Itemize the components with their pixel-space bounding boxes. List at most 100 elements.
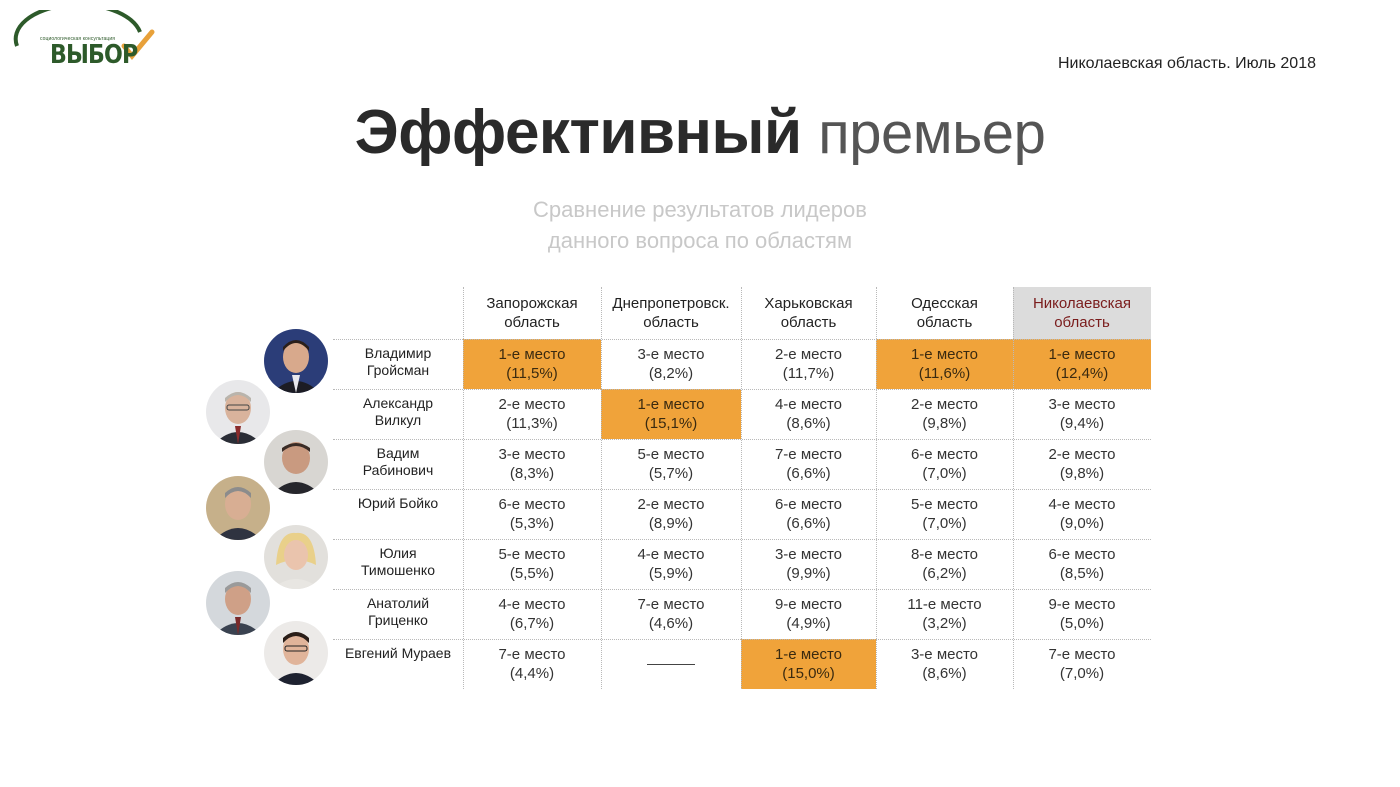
result-cell: 1-е место (15,0%) bbox=[741, 639, 876, 689]
avatar-vilkul bbox=[206, 380, 270, 444]
row-divider bbox=[333, 339, 1151, 340]
row-divider bbox=[333, 539, 1151, 540]
column-header-line2: область bbox=[780, 314, 837, 331]
result-cell: 4-е место (5,9%) bbox=[601, 539, 741, 589]
result-place: 1-е место bbox=[637, 396, 705, 413]
result-cell: 3-е место (9,9%) bbox=[741, 539, 876, 589]
result-place: 1-е место bbox=[498, 346, 566, 363]
result-percent: (5,0%) bbox=[1059, 615, 1105, 632]
result-place: 9-е место bbox=[1048, 596, 1116, 613]
result-percent: (12,4%) bbox=[1055, 365, 1109, 382]
result-place: 7-е место bbox=[637, 596, 705, 613]
result-percent: (5,7%) bbox=[648, 465, 694, 482]
result-place: 1-е место bbox=[910, 346, 979, 363]
result-cell: 4-е место (8,6%) bbox=[741, 389, 876, 439]
result-percent: (7,0%) bbox=[1059, 665, 1105, 682]
column-header: Запорожская область bbox=[463, 287, 601, 339]
result-percent: (4,9%) bbox=[786, 615, 831, 632]
candidate-name-line1: Владимир bbox=[364, 345, 432, 361]
result-place: 5-е место bbox=[498, 546, 566, 563]
candidate-name-line2: Тимошенко bbox=[361, 562, 435, 578]
result-percent: (8,2%) bbox=[648, 365, 694, 382]
result-cell: 1-е место (11,6%) bbox=[876, 339, 1013, 389]
result-percent: (3,2%) bbox=[922, 615, 967, 632]
result-percent: (9,8%) bbox=[1059, 465, 1105, 482]
avatar-groysman bbox=[264, 329, 328, 393]
result-percent: (6,2%) bbox=[922, 565, 967, 582]
result-cell: 2-е место (9,8%) bbox=[1013, 439, 1151, 489]
result-cell: 7-е место (4,6%) bbox=[601, 589, 741, 639]
row-divider bbox=[333, 439, 1151, 440]
result-percent: (9,4%) bbox=[1059, 415, 1105, 432]
row-divider bbox=[333, 489, 1151, 490]
result-place: 11-е место bbox=[907, 596, 982, 613]
column-header-line2: область bbox=[916, 314, 973, 331]
result-cell: 7-е место (6,6%) bbox=[741, 439, 876, 489]
logo-subtitle: социологическая консультация bbox=[40, 36, 116, 42]
candidate-name: Владимир Гройсман bbox=[333, 339, 463, 389]
result-percent: (11,5%) bbox=[506, 365, 558, 382]
result-percent: (11,3%) bbox=[506, 415, 558, 432]
page-title: Эффективный премьер bbox=[0, 97, 1400, 168]
candidate-name: Юлия Тимошенко bbox=[333, 539, 463, 589]
no-data-dash bbox=[647, 663, 695, 665]
result-percent: (11,7%) bbox=[782, 365, 835, 382]
result-place: 3-е место bbox=[1048, 396, 1116, 413]
title-bold: Эффективный bbox=[354, 98, 802, 167]
candidate-name: Юрий Бойко bbox=[333, 489, 463, 539]
result-cell bbox=[601, 639, 741, 689]
result-place: 3-е место bbox=[637, 346, 705, 363]
result-cell: 2-е место (8,9%) bbox=[601, 489, 741, 539]
result-cell: 4-е место (6,7%) bbox=[463, 589, 601, 639]
page-subtitle: Сравнение результатов лидеров данного во… bbox=[0, 194, 1400, 256]
result-percent: (7,0%) bbox=[922, 515, 967, 532]
result-place: 8-е место bbox=[910, 546, 979, 563]
result-place: 6-е место bbox=[774, 496, 843, 513]
result-place: 2-е место bbox=[637, 496, 705, 513]
result-percent: (7,0%) bbox=[922, 465, 967, 482]
avatar-rabinovich bbox=[264, 430, 328, 494]
column-divider bbox=[876, 287, 877, 689]
candidate-name: Анатолий Гриценко bbox=[333, 589, 463, 639]
result-percent: (8,9%) bbox=[648, 515, 694, 532]
result-percent: (9,9%) bbox=[786, 565, 831, 582]
result-place: 2-е место bbox=[910, 396, 979, 413]
column-header: Днепропетровск. область bbox=[601, 287, 741, 339]
avatar-gritsenko bbox=[206, 571, 270, 635]
column-header: Николаевская область bbox=[1013, 287, 1151, 339]
result-place: 2-е место bbox=[774, 346, 843, 363]
result-cell: 6-е место (6,6%) bbox=[741, 489, 876, 539]
column-divider bbox=[601, 287, 602, 689]
result-cell: 9-е место (4,9%) bbox=[741, 589, 876, 639]
column-divider bbox=[741, 287, 742, 689]
result-place: 5-е место bbox=[910, 496, 979, 513]
result-cell: 7-е место (4,4%) bbox=[463, 639, 601, 689]
result-percent: (4,4%) bbox=[509, 665, 555, 682]
result-percent: (6,6%) bbox=[786, 515, 831, 532]
column-header: Одесская область bbox=[876, 287, 1013, 339]
avatar-boyko bbox=[206, 476, 270, 540]
result-percent: (9,8%) bbox=[922, 415, 967, 432]
candidate-name-line2: Вилкул bbox=[374, 412, 422, 428]
result-percent: (6,6%) bbox=[786, 465, 831, 482]
result-place: 3-е место bbox=[498, 446, 566, 463]
subtitle-line2: данного вопроса по областям bbox=[547, 228, 853, 253]
candidate-name-line1: Юлия bbox=[379, 545, 417, 561]
result-percent: (5,9%) bbox=[648, 565, 694, 582]
candidate-name: Александр Вилкул bbox=[333, 389, 463, 439]
result-percent: (5,3%) bbox=[509, 515, 555, 532]
column-header-line2: область bbox=[504, 314, 560, 331]
result-percent: (4,6%) bbox=[648, 615, 694, 632]
avatar-timoshenko bbox=[264, 525, 328, 589]
result-percent: (8,5%) bbox=[1059, 565, 1105, 582]
column-header-line1: Запорожская bbox=[486, 295, 578, 312]
column-header: Харьковская область bbox=[741, 287, 876, 339]
candidate-name: Вадим Рабинович bbox=[333, 439, 463, 489]
result-cell: 6-е место (7,0%) bbox=[876, 439, 1013, 489]
result-place: 7-е место bbox=[774, 446, 843, 463]
subtitle-line1: Сравнение результатов лидеров bbox=[533, 197, 867, 222]
result-cell: 6-е место (8,5%) bbox=[1013, 539, 1151, 589]
result-percent: (15,1%) bbox=[644, 415, 698, 432]
result-place: 7-е место bbox=[1048, 646, 1116, 663]
result-place: 1-е место bbox=[1048, 346, 1116, 363]
